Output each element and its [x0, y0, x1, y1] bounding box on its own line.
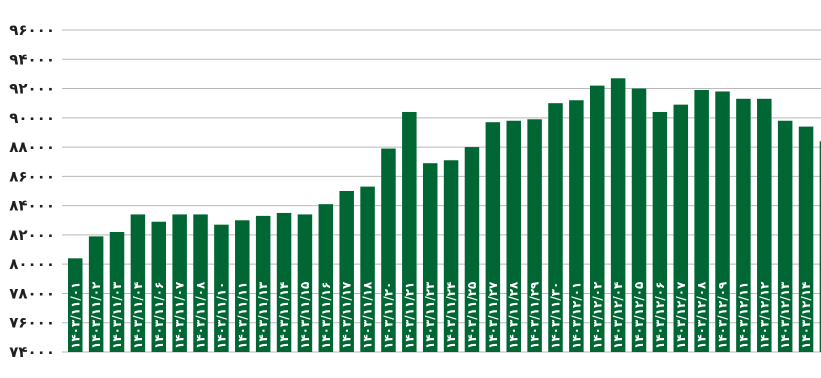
x-tick-label: ۱۴۰۳/۱۱/۲۹: [528, 281, 542, 349]
y-tick-label: ۸۸۰۰۰: [9, 138, 55, 156]
bar: [276, 212, 292, 352]
x-tick-label: ۱۴۰۳/۱۱/۰۴: [131, 282, 145, 349]
bar: [777, 120, 793, 352]
y-tick-label: ۸۶۰۰۰: [9, 167, 55, 185]
bar: [673, 104, 689, 353]
x-tick-label: ۱۴۰۳/۱۲/۰۵: [632, 282, 646, 349]
x-tick-label: ۱۴۰۳/۱۲/۱۴: [799, 282, 813, 349]
x-tick-label: ۱۴۰۳/۱۲/۰۷: [674, 281, 688, 349]
x-tick-label: ۱۴۰۳/۱۱/۲۱: [402, 282, 416, 349]
x-tick-label: ۱۴۰۳/۱۱/۲۸: [507, 281, 521, 349]
bar: [360, 186, 375, 352]
bar: [548, 103, 563, 352]
x-tick-label: ۱۴۰۳/۱۲/۰۶: [653, 282, 667, 349]
bar: [172, 214, 187, 352]
bar: [590, 85, 605, 353]
x-tick-label: ۱۴۰۳/۱۲/۰۱: [569, 282, 583, 349]
bar: [109, 231, 125, 352]
y-tick-label: ۷۴۰۰۰: [9, 343, 55, 361]
x-tick-label: ۱۴۰۳/۱۱/۰۸: [194, 281, 208, 349]
x-tick-label: ۱۴۰۳/۱۱/۲۵: [465, 282, 479, 349]
bar: [318, 204, 334, 352]
x-tick-label: ۱۴۰۳/۱۱/۱۵: [298, 282, 312, 349]
bar: [757, 98, 772, 352]
bar: [297, 214, 313, 352]
bar: [610, 78, 626, 353]
bar: [151, 221, 167, 352]
bar: [527, 119, 542, 352]
bar: [798, 126, 814, 352]
x-tick-label: ۱۴۰۳/۱۲/۰۸: [695, 281, 709, 349]
bar: [819, 141, 821, 352]
bar: [235, 220, 250, 352]
x-tick-label: ۱۴۰۳/۱۱/۲۴: [444, 282, 458, 349]
y-tick-label: ۷۸۰۰۰: [9, 284, 55, 302]
x-tick-label: ۱۴۰۳/۱۱/۲۳: [423, 281, 437, 349]
bar: [214, 224, 229, 352]
x-tick-label: ۱۴۰۳/۱۱/۰۱: [68, 282, 82, 349]
bar: [652, 111, 668, 352]
x-tick-label: ۱۴۰۳/۱۱/۱۰: [214, 282, 228, 349]
bar: [694, 90, 709, 352]
bar: [402, 111, 417, 352]
y-tick-label: ۹۲۰۰۰: [9, 80, 55, 98]
bars: [68, 78, 821, 353]
x-tick-label: ۱۴۰۳/۱۱/۳۰: [548, 282, 562, 349]
bar: [464, 147, 480, 352]
y-tick-label: ۸۰۰۰۰: [9, 255, 55, 273]
bar: [422, 163, 438, 352]
x-tick-label: ۱۴۰۳/۱۲/۱۱: [736, 282, 750, 349]
bar: [381, 148, 396, 352]
bar: [569, 100, 584, 352]
bar: [255, 215, 271, 352]
y-tick-label: ۹۰۰۰۰: [9, 109, 55, 127]
x-tick-label: ۱۴۰۳/۱۲/۰۴: [611, 282, 625, 349]
x-tick-label: ۱۴۰۳/۱۱/۰۷: [173, 281, 187, 349]
bar: [339, 191, 354, 352]
x-tick-label: ۱۴۰۳/۱۲/۱۵: [820, 282, 821, 349]
x-tick-label: ۱۴۰۳/۱۱/۱۶: [319, 282, 333, 349]
y-axis-tick-labels: ۷۴۰۰۰ ۷۶۰۰۰ ۷۸۰۰۰ ۸۰۰۰۰ ۸۲۰۰۰ ۸۴۰۰۰ ۸۶۰۰۰ ۸۸۰۰۰…: [9, 21, 55, 361]
bar: [631, 88, 647, 352]
y-tick-label: ۸۲۰۰۰: [9, 226, 55, 244]
gridlines: [62, 29, 821, 353]
x-tick-label: ۱۴۰۳/۱۱/۱۳: [256, 281, 270, 349]
bar: [485, 122, 501, 352]
bar: [130, 214, 146, 352]
x-tick-label: ۱۴۰۳/۱۱/۱۷: [340, 281, 354, 349]
bar: [88, 236, 104, 352]
x-tick-label: ۱۴۰۳/۱۲/۰۲: [590, 281, 604, 349]
x-tick-label: ۱۴۰۳/۱۱/۰۶: [152, 282, 166, 349]
bar: [506, 120, 521, 352]
x-tick-label: ۱۴۰۳/۱۲/۰۹: [716, 281, 730, 349]
bar: [193, 214, 208, 352]
x-tick-label: ۱۴۰۳/۱۱/۲۰: [381, 282, 395, 349]
x-tick-label: ۱۴۰۳/۱۱/۱۸: [361, 281, 375, 349]
y-tick-label: ۹۶۰۰۰: [9, 21, 55, 39]
x-tick-label: ۱۴۰۳/۱۱/۱۱: [235, 282, 249, 349]
x-tick-label: ۱۴۰۳/۱۲/۱۲: [757, 281, 771, 349]
x-tick-label: ۱۴۰۳/۱۱/۲۷: [486, 281, 500, 349]
x-axis-tick-labels: ۱۴۰۳/۱۱/۰۱ ۱۴۰۳/۱۱/۰۲ ۱۴۰۳/۱۱/۰۳ ۱۴۰۳/۱۱/۰۴…: [68, 281, 821, 349]
bar: [715, 91, 730, 353]
y-tick-label: ۹۴۰۰۰: [9, 50, 55, 68]
y-tick-label: ۸۴۰۰۰: [9, 197, 55, 215]
bar: [736, 98, 751, 352]
x-tick-label: ۱۴۰۳/۱۱/۱۴: [277, 282, 291, 349]
x-tick-label: ۱۴۰۳/۱۲/۱۳: [778, 281, 792, 349]
bar: [68, 258, 83, 352]
x-tick-label: ۱۴۰۳/۱۱/۰۲: [89, 281, 103, 349]
bar: [443, 160, 459, 352]
x-tick-label: ۱۴۰۳/۱۱/۰۳: [110, 281, 124, 349]
y-tick-label: ۷۶۰۰۰: [9, 314, 55, 332]
